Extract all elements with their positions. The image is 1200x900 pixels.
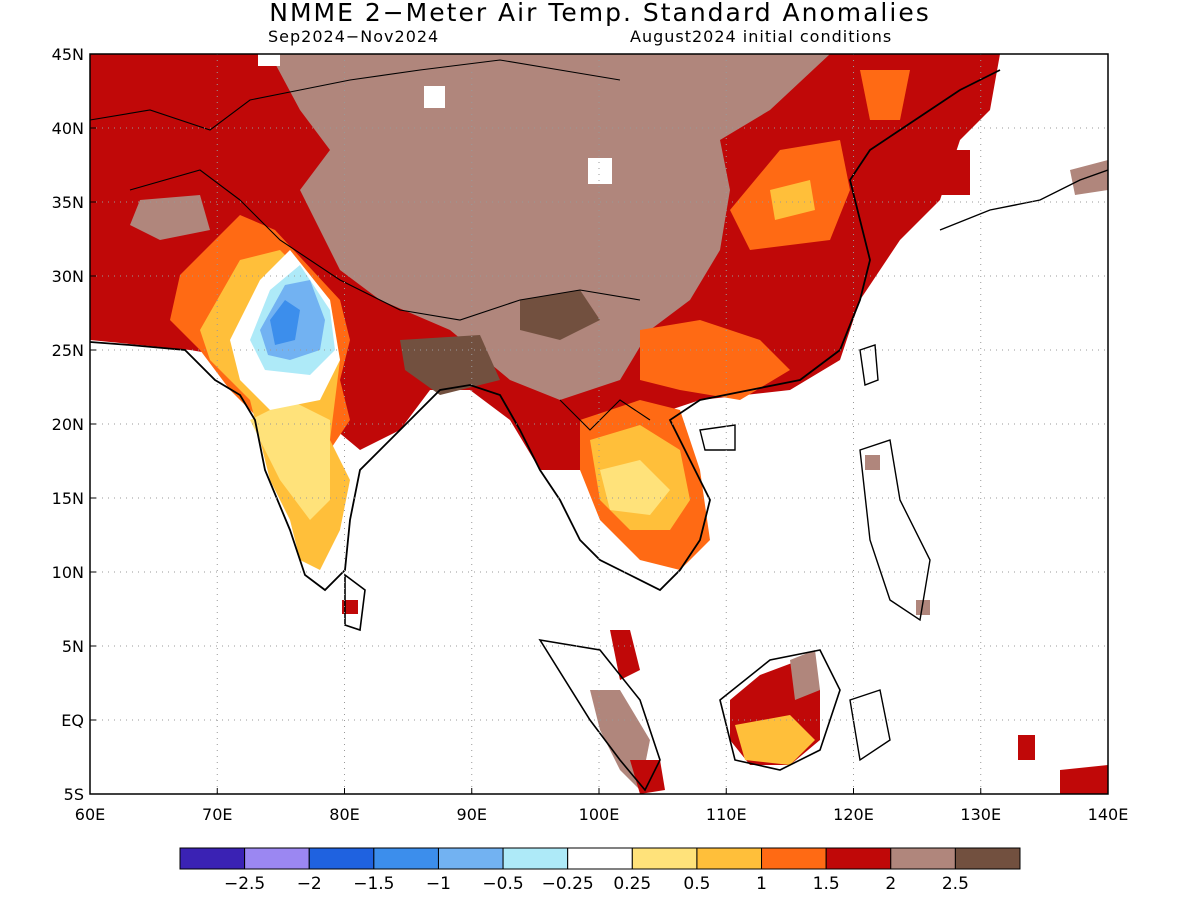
colorbar-label: −2 [297,874,322,894]
lon-tick-label: 80E [329,805,359,824]
colorbar-swatch [179,847,246,870]
colorbar-label: 0.25 [613,874,651,894]
lat-tick-label: 45N [52,45,84,64]
lat-tick-label: 40N [52,119,84,138]
colorbar-swatch [954,847,1021,870]
colorbar-label: 0.5 [683,874,710,894]
colorbar-label: −1 [426,874,451,894]
lon-tick-label: 60E [75,805,105,824]
initial-conditions-subtitle: August2024 initial conditions [630,27,893,46]
colorbar-swatch [631,847,698,870]
colorbar-label: 1.5 [813,874,840,894]
lat-tick-label: 5S [64,785,84,804]
lon-tick-label: 140E [1088,805,1129,824]
lat-tick-label: 25N [52,341,84,360]
map-title: NMME 2−Meter Air Temp. Standard Anomalie… [269,0,931,27]
colorbar-label: 1 [756,874,767,894]
lat-tick-label: 10N [52,563,84,582]
colorbar-label: −0.25 [542,874,594,894]
lat-tick-label: 30N [52,267,84,286]
colorbar-swatch [567,847,633,870]
colorbar-label: 2.5 [942,874,969,894]
colorbar-label: 2 [885,874,896,894]
colorbar-swatch [373,847,439,870]
colorbar-label: −0.5 [482,874,523,894]
colorbar-swatch [890,847,956,870]
colorbar-swatch [696,847,763,870]
colorbar-swatch [502,847,569,870]
lon-tick-label: 110E [706,805,747,824]
colorbar-swatch [825,847,892,870]
period-subtitle: Sep2024−Nov2024 [268,27,440,46]
lat-tick-label: 35N [52,193,84,212]
colorbar-label: −1.5 [353,874,394,894]
lat-tick-label: 20N [52,415,84,434]
colorbar-swatch [244,847,310,870]
lat-tick-label: EQ [61,711,84,730]
lon-tick-label: 120E [833,805,874,824]
lon-tick-label: 90E [457,805,487,824]
lon-tick-label: 100E [579,805,620,824]
lat-tick-label: 15N [52,489,84,508]
lon-tick-label: 130E [960,805,1001,824]
colorbar-label: −2.5 [224,874,265,894]
colorbar-swatch [437,847,504,870]
lat-tick-label: 5N [62,637,84,656]
colorbar-swatch [308,847,375,870]
lon-tick-label: 70E [202,805,232,824]
colorbar-swatch [761,847,827,870]
